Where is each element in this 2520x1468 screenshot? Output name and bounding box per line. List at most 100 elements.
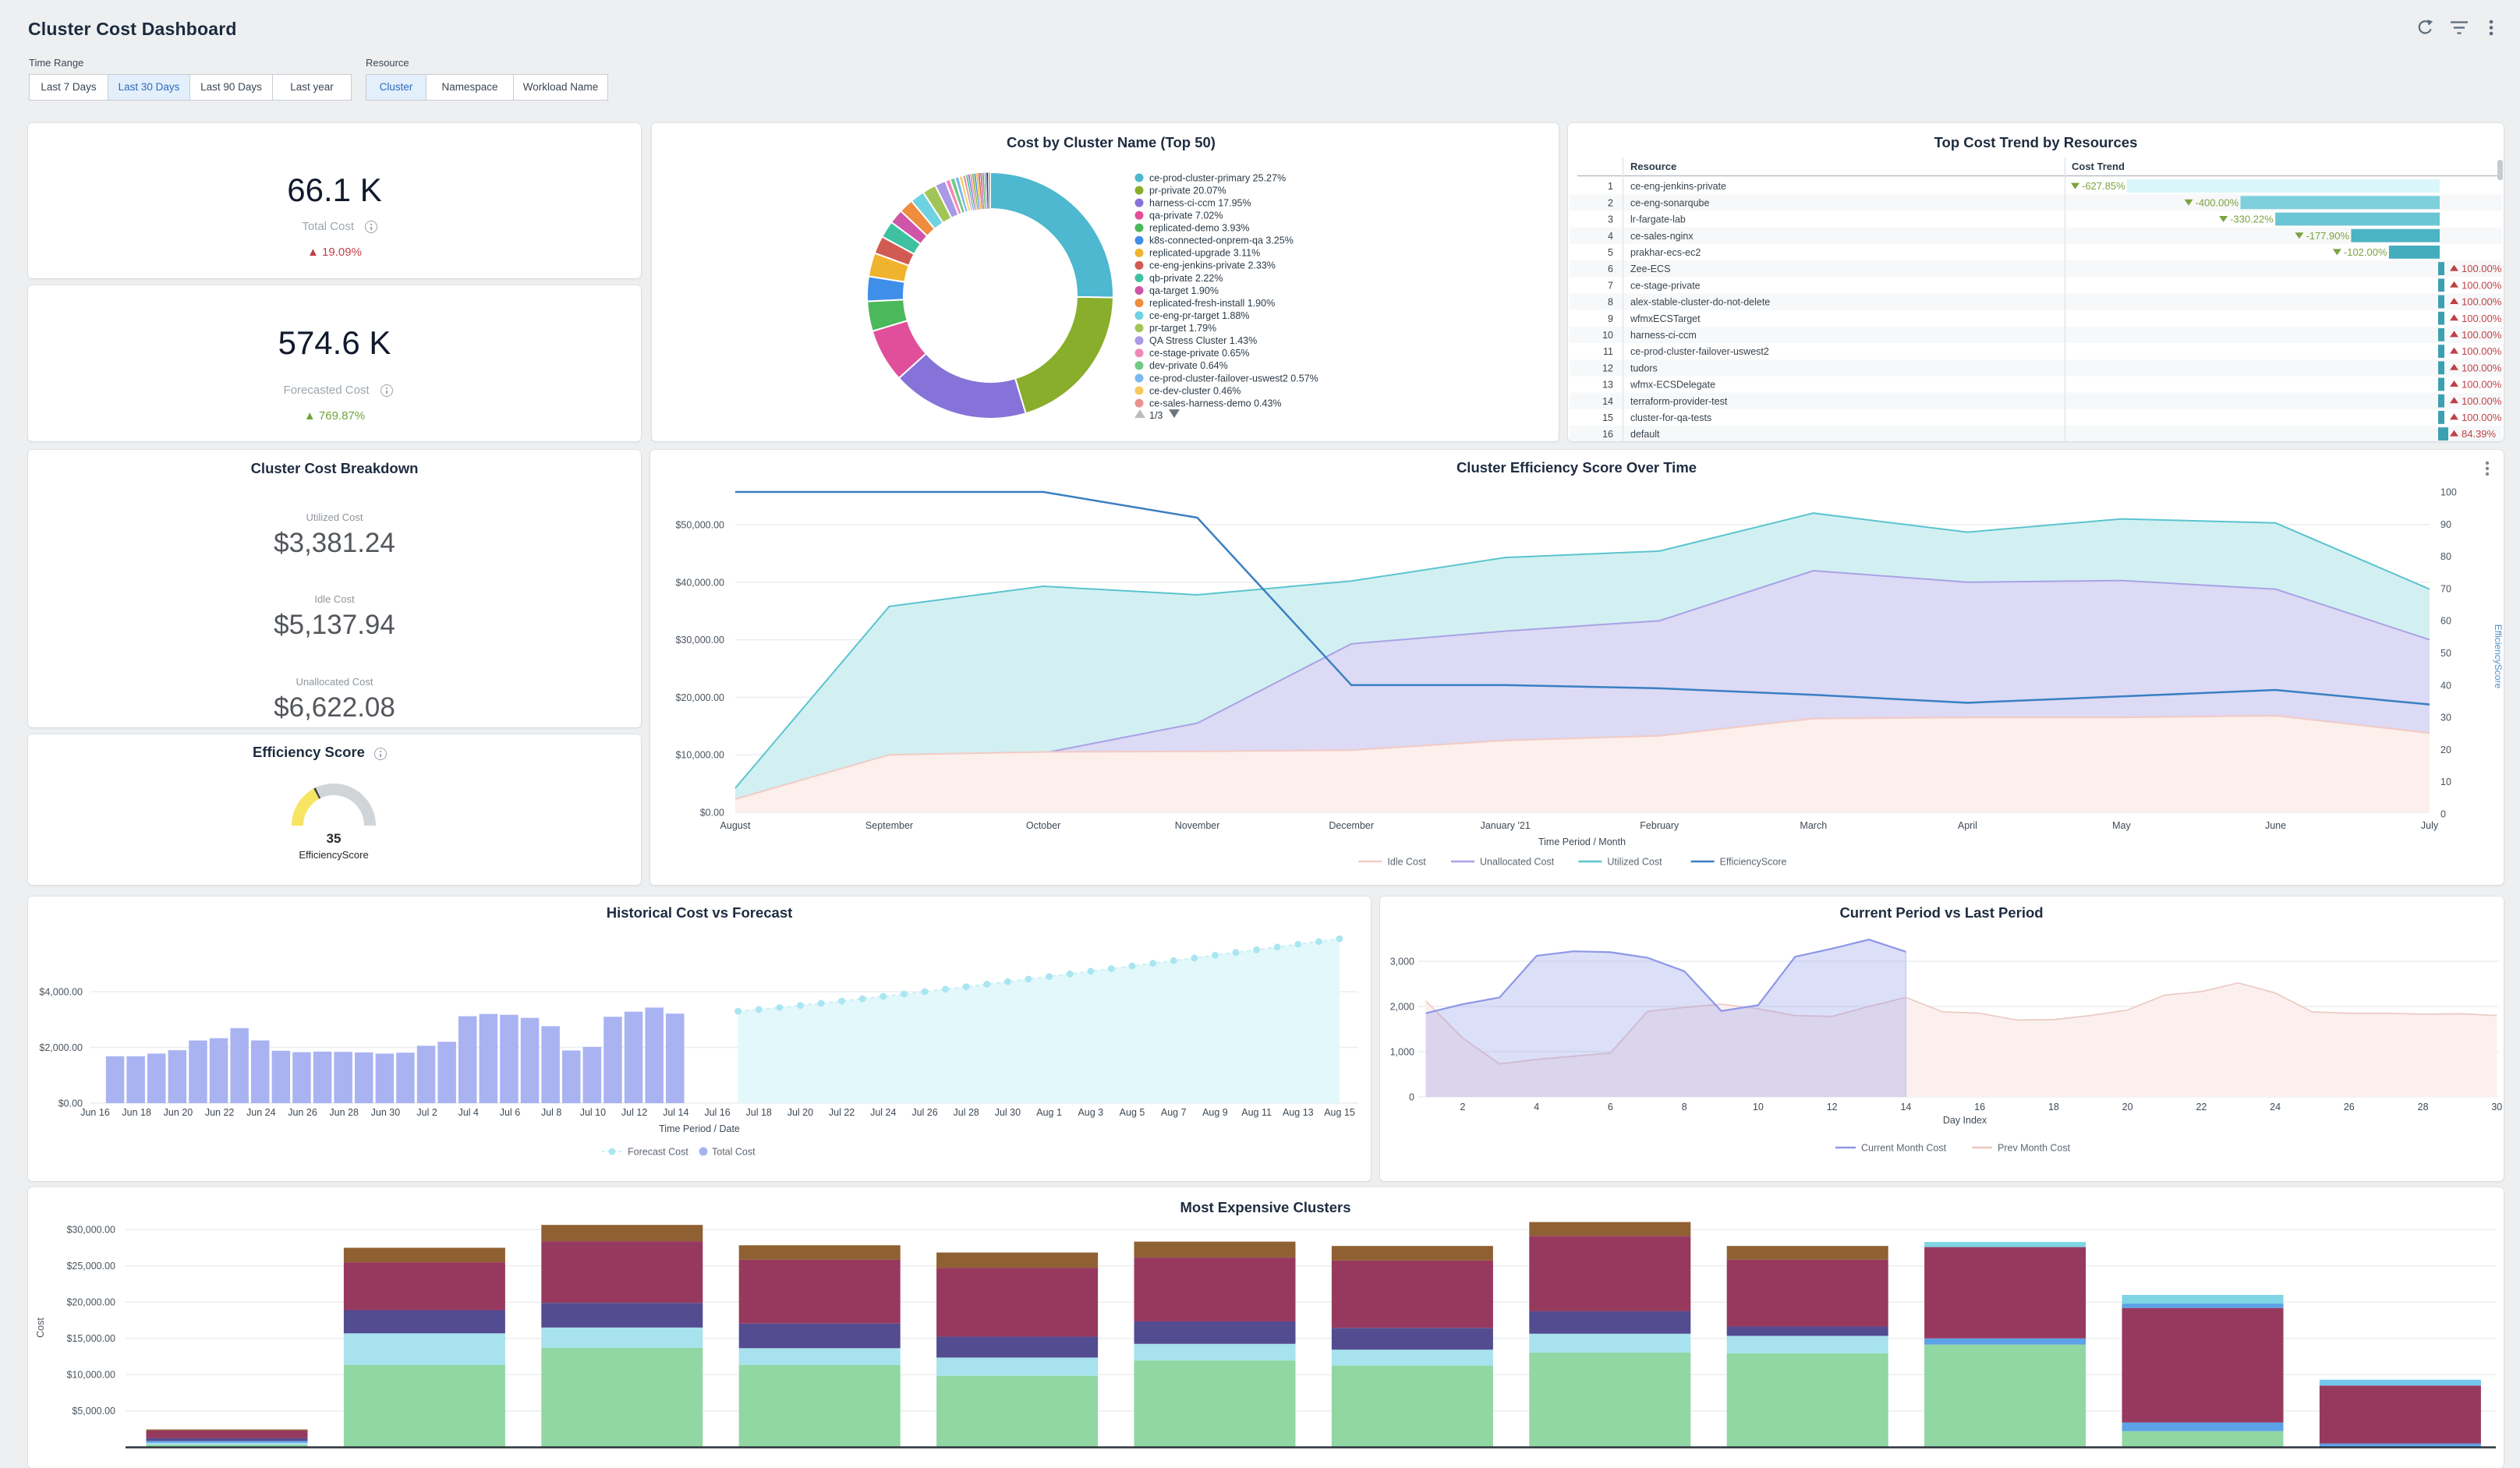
svg-text:Historical Cost vs Forecast: Historical Cost vs Forecast	[607, 904, 793, 921]
svg-text:30: 30	[2440, 713, 2451, 723]
svg-text:35: 35	[327, 831, 342, 846]
svg-text:4: 4	[1534, 1102, 1539, 1112]
svg-text:8: 8	[1608, 297, 1613, 308]
svg-text:6: 6	[1608, 264, 1613, 274]
svg-text:Aug 7: Aug 7	[1161, 1107, 1187, 1118]
svg-text:10: 10	[2440, 776, 2451, 787]
svg-text:40: 40	[2440, 680, 2451, 691]
svg-text:Jul 24: Jul 24	[870, 1107, 896, 1118]
svg-text:10: 10	[1602, 330, 1613, 341]
svg-text:Aug 15: Aug 15	[1324, 1107, 1355, 1118]
svg-text:13: 13	[1602, 380, 1613, 391]
svg-text:$0.00: $0.00	[700, 808, 724, 819]
svg-text:tudors: tudors	[1630, 363, 1658, 373]
svg-text:ce-sales-nginx: ce-sales-nginx	[1630, 231, 1694, 242]
svg-text:18: 18	[2048, 1102, 2059, 1112]
svg-text:26: 26	[2344, 1102, 2355, 1112]
svg-text:Jul 16: Jul 16	[704, 1107, 730, 1118]
svg-text:harness-ci-ccm: harness-ci-ccm	[1630, 330, 1697, 341]
svg-text:ce-eng-sonarqube: ce-eng-sonarqube	[1630, 197, 1710, 208]
svg-text:$10,000.00: $10,000.00	[675, 750, 724, 761]
svg-text:12: 12	[1827, 1102, 1838, 1112]
svg-text:Jun 28: Jun 28	[329, 1107, 359, 1118]
svg-text:3,000: 3,000	[1390, 957, 1414, 967]
svg-text:EfficiencyScore: EfficiencyScore	[2493, 624, 2504, 689]
svg-text:prakhar-ecs-ec2: prakhar-ecs-ec2	[1630, 247, 1701, 258]
svg-text:Idle Cost: Idle Cost	[1387, 857, 1426, 868]
svg-text:5: 5	[1608, 247, 1613, 258]
svg-text:Day Index: Day Index	[1943, 1115, 1987, 1126]
svg-text:$4,000.00: $4,000.00	[39, 987, 83, 998]
svg-text:dev-private 0.64%: dev-private 0.64%	[1149, 360, 1228, 371]
svg-text:replicated-upgrade 3.11%: replicated-upgrade 3.11%	[1149, 248, 1260, 259]
svg-text:ce-sales-harness-demo 0.43%: ce-sales-harness-demo 0.43%	[1149, 398, 1282, 409]
svg-text:100.00%: 100.00%	[2462, 345, 2502, 357]
svg-text:Resource: Resource	[1630, 161, 1676, 172]
svg-text:$20,000.00: $20,000.00	[66, 1297, 115, 1308]
svg-text:Total Cost: Total Cost	[712, 1147, 756, 1158]
svg-text:100: 100	[2440, 487, 2457, 498]
svg-text:Jun 20: Jun 20	[164, 1107, 193, 1118]
svg-text:alex-stable-cluster-do-not-del: alex-stable-cluster-do-not-delete	[1630, 297, 1770, 308]
svg-text:Utilized Cost: Utilized Cost	[1607, 857, 1662, 868]
svg-text:August: August	[720, 820, 751, 831]
svg-text:Jul 26: Jul 26	[911, 1107, 937, 1118]
svg-text:10: 10	[1753, 1102, 1764, 1112]
svg-text:100.00%: 100.00%	[2462, 379, 2502, 391]
svg-text:$25,000.00: $25,000.00	[66, 1261, 115, 1272]
svg-text:30: 30	[2491, 1102, 2502, 1112]
svg-text:Jul 14: Jul 14	[663, 1107, 688, 1118]
svg-text:-102.00%: -102.00%	[2344, 246, 2387, 258]
svg-text:wfmxECSTarget: wfmxECSTarget	[1630, 313, 1701, 324]
svg-text:100.00%: 100.00%	[2462, 313, 2502, 324]
svg-text:14: 14	[1602, 396, 1613, 407]
svg-text:ce-eng-jenkins-private: ce-eng-jenkins-private	[1630, 181, 1726, 192]
svg-text:15: 15	[1602, 412, 1613, 423]
svg-text:16: 16	[1602, 429, 1613, 440]
svg-text:Aug 1: Aug 1	[1036, 1107, 1062, 1118]
svg-text:Current Month Cost: Current Month Cost	[1861, 1143, 1947, 1154]
svg-text:1,000: 1,000	[1390, 1047, 1414, 1058]
svg-text:6: 6	[1608, 1102, 1613, 1112]
svg-text:Time Period / Date: Time Period / Date	[659, 1123, 740, 1134]
svg-text:ce-eng-pr-target 1.88%: ce-eng-pr-target 1.88%	[1149, 310, 1250, 321]
svg-text:80: 80	[2440, 551, 2451, 562]
svg-text:2: 2	[1460, 1102, 1466, 1112]
svg-text:default: default	[1630, 429, 1660, 440]
svg-text:24: 24	[2270, 1102, 2281, 1112]
svg-text:$0.00: $0.00	[58, 1098, 83, 1109]
svg-text:March: March	[1800, 820, 1827, 831]
svg-text:Aug 5: Aug 5	[1120, 1107, 1145, 1118]
svg-text:April: April	[1958, 820, 1977, 831]
svg-text:September: September	[865, 820, 913, 831]
svg-text:-400.00%: -400.00%	[2196, 196, 2239, 208]
svg-text:$5,000.00: $5,000.00	[72, 1406, 115, 1417]
svg-text:Aug 3: Aug 3	[1078, 1107, 1103, 1118]
svg-text:3: 3	[1608, 214, 1613, 225]
svg-text:-330.22%: -330.22%	[2230, 214, 2274, 225]
svg-text:$2,000.00: $2,000.00	[39, 1042, 83, 1053]
svg-text:January '21: January '21	[1481, 820, 1531, 831]
svg-text:Jul 6: Jul 6	[500, 1107, 520, 1118]
svg-text:90: 90	[2440, 519, 2451, 530]
svg-text:Aug 9: Aug 9	[1202, 1107, 1228, 1118]
svg-text:1: 1	[1608, 181, 1613, 192]
svg-text:replicated-fresh-install 1.90%: replicated-fresh-install 1.90%	[1149, 298, 1275, 309]
svg-text:Unallocated Cost: Unallocated Cost	[1480, 857, 1555, 868]
svg-text:22: 22	[2196, 1102, 2207, 1112]
svg-text:20: 20	[2440, 745, 2451, 755]
svg-text:QA Stress Cluster 1.43%: QA Stress Cluster 1.43%	[1149, 335, 1257, 346]
svg-text:$40,000.00: $40,000.00	[675, 577, 724, 588]
svg-text:Jul 8: Jul 8	[541, 1107, 561, 1118]
svg-text:pr-private 20.07%: pr-private 20.07%	[1149, 185, 1226, 196]
svg-text:Aug 11: Aug 11	[1241, 1107, 1272, 1118]
svg-text:February: February	[1640, 820, 1679, 831]
svg-text:9: 9	[1608, 313, 1613, 324]
svg-text:$30,000.00: $30,000.00	[675, 635, 724, 646]
svg-text:2: 2	[1608, 197, 1613, 208]
svg-text:December: December	[1329, 820, 1374, 831]
svg-text:100.00%: 100.00%	[2462, 412, 2502, 423]
svg-text:Cluster Efficiency Score Over: Cluster Efficiency Score Over Time	[1456, 459, 1697, 476]
svg-text:Forecast Cost: Forecast Cost	[628, 1147, 688, 1158]
svg-text:Aug 13: Aug 13	[1283, 1107, 1314, 1118]
